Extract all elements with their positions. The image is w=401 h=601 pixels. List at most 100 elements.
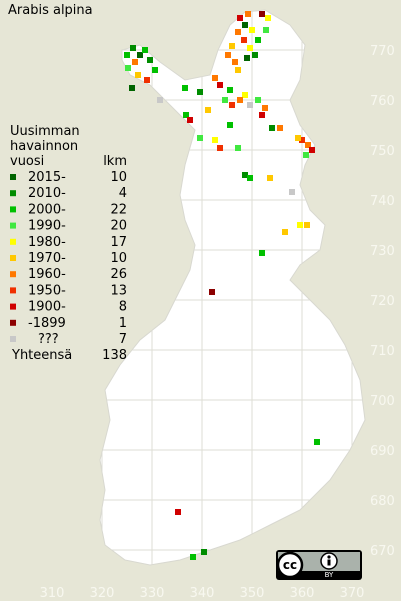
observation — [125, 65, 131, 71]
observation — [247, 45, 253, 51]
observation — [187, 117, 193, 123]
observation — [269, 125, 275, 131]
observation — [217, 145, 223, 151]
observation — [129, 85, 135, 91]
observation — [227, 87, 233, 93]
cc-icon: cc — [283, 558, 297, 572]
cc-circle — [276, 551, 304, 579]
grid-labels: 310 320 330 340 350 360 3706706806907007107207… — [40, 44, 395, 601]
legend-swatch — [10, 303, 16, 310]
observation — [142, 47, 148, 53]
legend-label: 1950- — [28, 283, 66, 298]
legend-swatch — [10, 206, 16, 213]
x-grid-label: 360 — [290, 586, 315, 601]
legend-swatch — [10, 238, 16, 245]
legend-swatch — [10, 336, 16, 342]
observation — [235, 145, 241, 151]
observation — [282, 229, 288, 235]
legend-label: 2000- — [28, 202, 66, 217]
legend-swatch — [10, 174, 16, 180]
observation — [289, 189, 295, 195]
legend-heading: vuosi — [10, 154, 44, 169]
observation — [277, 125, 283, 131]
legend-count: 8 — [119, 300, 127, 315]
total-label: Yhteensä — [11, 348, 72, 363]
legend-count: 20 — [110, 219, 127, 234]
by-icon-body — [327, 559, 331, 566]
legend-label: 1970- — [28, 251, 66, 266]
legend-label: 1900- — [28, 300, 66, 315]
observation — [235, 29, 241, 35]
observation — [222, 97, 228, 103]
observation — [305, 142, 311, 148]
observation — [255, 37, 261, 43]
observation — [197, 89, 203, 95]
observation — [147, 57, 153, 63]
legend-label: ??? — [38, 332, 59, 347]
legend: Uusimman havainnon vuosi lkm 2015- 102010… — [10, 124, 127, 363]
legend-swatch — [10, 190, 16, 197]
y-grid-label: 770 — [370, 44, 395, 59]
observation — [135, 72, 141, 78]
observation — [245, 11, 251, 17]
observation — [314, 439, 320, 445]
observation — [183, 112, 189, 118]
total-count: 138 — [102, 348, 127, 363]
observation — [244, 55, 250, 61]
observation — [237, 97, 243, 103]
observation — [132, 59, 138, 65]
observation — [197, 135, 203, 141]
observation — [252, 52, 258, 58]
legend-count: 1 — [119, 316, 127, 331]
x-grid-label: 330 — [140, 586, 165, 601]
observation — [209, 289, 215, 295]
observation — [225, 52, 231, 58]
legend-count: 10 — [110, 251, 127, 266]
legend-count-heading: lkm — [103, 154, 127, 169]
legend-count: 7 — [119, 332, 127, 347]
legend-count: 10 — [110, 170, 127, 185]
legend-heading: Uusimman — [10, 124, 80, 139]
legend-label: -1899 — [28, 316, 66, 331]
observation — [295, 135, 301, 141]
observation — [152, 67, 158, 73]
observation — [255, 97, 261, 103]
observation — [247, 175, 253, 181]
x-grid-label: 350 — [240, 586, 265, 601]
title: Arabis alpina — [8, 3, 93, 18]
legend-swatch — [10, 319, 16, 326]
observation — [237, 15, 243, 21]
observation — [137, 52, 143, 58]
legend-label: 1960- — [28, 267, 66, 282]
observation — [242, 92, 248, 98]
observation — [124, 52, 130, 58]
observation — [262, 105, 268, 111]
y-grid-label: 710 — [370, 344, 395, 359]
observation — [229, 102, 235, 108]
y-grid-label: 750 — [370, 144, 395, 159]
legend-label: 2015- — [28, 170, 66, 185]
observation — [229, 43, 235, 49]
observations — [124, 11, 320, 560]
observation — [157, 97, 163, 103]
observation — [217, 82, 223, 88]
legend-label: 2010- — [28, 186, 66, 201]
x-grid-label: 370 — [340, 586, 365, 601]
observation — [303, 152, 309, 158]
observation — [235, 67, 241, 73]
observation — [212, 75, 218, 81]
observation — [265, 15, 271, 21]
legend-count: 4 — [119, 186, 127, 201]
y-grid-label: 690 — [370, 444, 395, 459]
observation — [267, 175, 273, 181]
x-grid-label: 310 — [40, 586, 65, 601]
observation — [190, 554, 196, 560]
observation — [299, 137, 305, 143]
legend-swatch — [10, 271, 16, 278]
observation — [182, 85, 188, 91]
observation — [201, 549, 207, 555]
license-label: BY — [325, 571, 334, 579]
observation — [304, 222, 310, 228]
observation — [130, 45, 136, 51]
